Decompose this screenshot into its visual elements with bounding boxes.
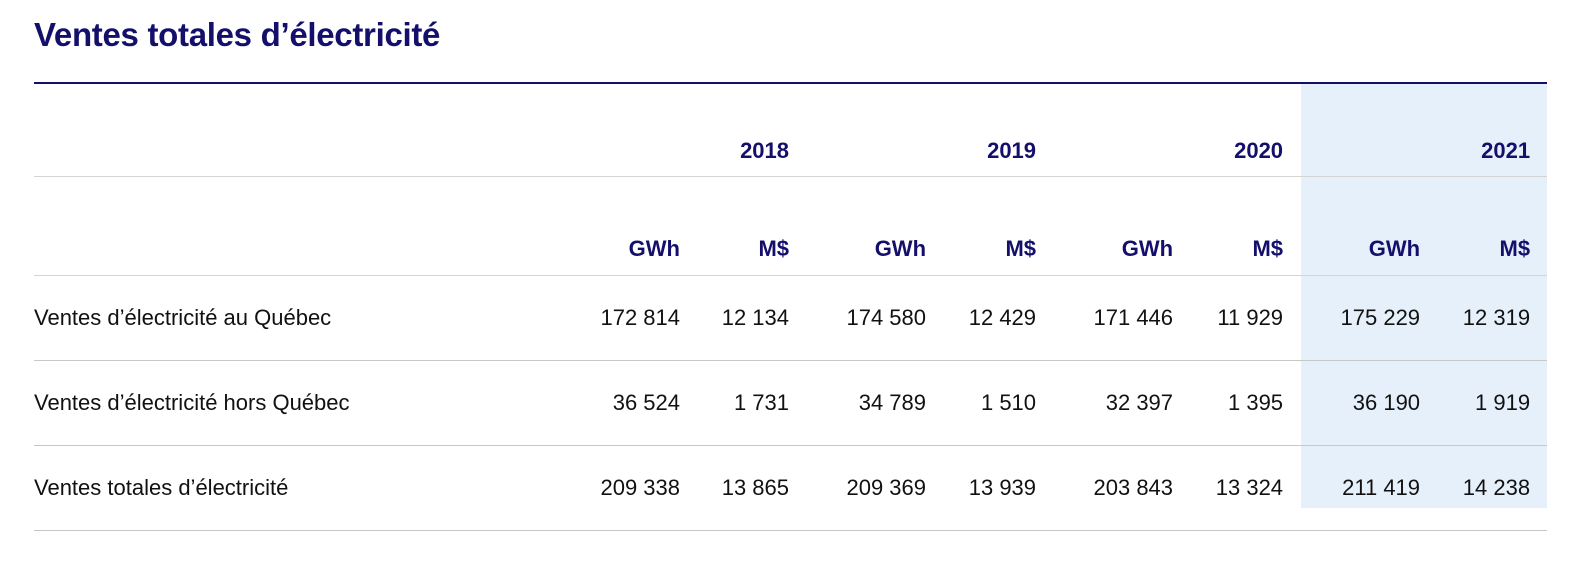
cell-value: 1 395 [1190,360,1301,446]
cell-value: 32 397 [1053,360,1191,446]
year-header-row: 2018 2019 2020 2021 [34,84,1548,177]
cell-value: 209 338 [560,445,697,531]
row-label: Ventes d’électricité au Québec [34,275,560,361]
empty-header [34,176,560,276]
cell-value: 36 190 [1300,360,1438,446]
unit-header: GWh [1300,176,1438,276]
cell-value: 14 238 [1437,445,1548,531]
unit-header: GWh [806,176,944,276]
cell-value: 172 814 [560,275,697,361]
cell-value: 13 939 [943,445,1054,531]
year-header: 2018 [560,84,807,177]
unit-header: M$ [1437,176,1548,276]
cell-value: 175 229 [1300,275,1438,361]
empty-header [34,84,560,177]
cell-value: 1 731 [697,360,807,446]
cell-value: 171 446 [1053,275,1191,361]
cell-value: 1 510 [943,360,1054,446]
year-header: 2021 [1300,84,1548,177]
row-label: Ventes d’électricité hors Québec [34,360,560,446]
cell-value: 211 419 [1300,445,1438,531]
unit-header-row: GWh M$ GWh M$ GWh M$ GWh M$ [34,176,1548,276]
year-header: 2019 [806,84,1054,177]
cell-value: 13 865 [697,445,807,531]
cell-value: 174 580 [806,275,944,361]
sales-table: 2018 2019 2020 2021 GWh M$ GWh M$ GWh M$… [34,84,1548,531]
unit-header: M$ [697,176,807,276]
cell-value: 209 369 [806,445,944,531]
unit-header: GWh [1053,176,1191,276]
page-title: Ventes totales d’électricité [34,16,441,53]
year-header: 2020 [1053,84,1301,177]
cell-value: 36 524 [560,360,697,446]
cell-value: 34 789 [806,360,944,446]
cell-value: 12 429 [943,275,1054,361]
cell-value: 12 134 [697,275,807,361]
unit-header: GWh [560,176,697,276]
unit-header: M$ [943,176,1054,276]
table-row: Ventes d’électricité au Québec 172 814 12 … [34,275,1548,361]
cell-value: 203 843 [1053,445,1191,531]
row-label: Ventes totales d’électricité [34,445,560,531]
cell-value: 13 324 [1190,445,1301,531]
cell-value: 12 319 [1437,275,1548,361]
table-row: Ventes d’électricité hors Québec 36 524 1 … [34,360,1548,446]
table-row: Ventes totales d’électricité 209 338 13 86… [34,445,1548,531]
title-divider [34,82,1547,84]
cell-value: 11 929 [1190,275,1301,361]
unit-header: M$ [1190,176,1301,276]
cell-value: 1 919 [1437,360,1548,446]
